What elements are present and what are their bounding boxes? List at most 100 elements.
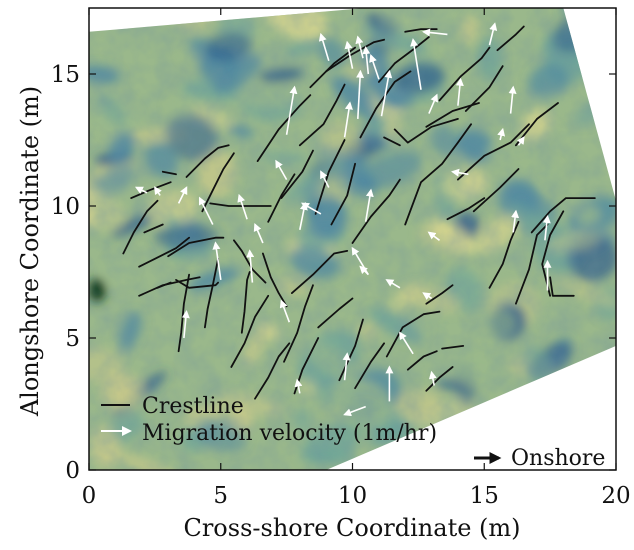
- crestline: [233, 239, 267, 284]
- texture-blob: [476, 414, 499, 443]
- velocity-arrow: [422, 28, 448, 37]
- velocity-arrow: [422, 292, 433, 300]
- crestline: [441, 345, 465, 350]
- onshore-label: Onshore: [511, 446, 605, 471]
- crestline: [354, 342, 385, 390]
- crestline: [446, 197, 486, 221]
- velocity-arrow: [320, 170, 330, 188]
- velocity-arrow: [362, 46, 371, 75]
- crestline: [156, 281, 172, 289]
- x-ticks: 0 5 10 15 20: [82, 8, 631, 509]
- crestline: [143, 223, 164, 234]
- velocity-arrow: [356, 69, 365, 119]
- velocity-arrow: [177, 186, 188, 204]
- texture-blob: [379, 453, 414, 470]
- velocity-arrow: [508, 85, 517, 114]
- legend-arrow-label: Migration velocity (1m/hr): [142, 421, 437, 446]
- x-tick-label: 20: [601, 483, 630, 509]
- crestline: [338, 318, 364, 382]
- x-axis-label: Cross-shore Coordinate (m): [183, 514, 520, 542]
- velocity-arrow: [364, 188, 374, 222]
- velocity-arrow: [410, 38, 422, 90]
- crestline: [317, 297, 354, 329]
- velocity-arrow: [342, 352, 351, 381]
- texture-blob: [588, 396, 616, 415]
- velocity-arrow: [253, 223, 264, 244]
- crestline: [130, 181, 172, 199]
- crestline: [330, 162, 356, 226]
- velocity-arrow: [212, 241, 222, 281]
- y-tick-label: 0: [65, 458, 80, 484]
- onshore-annotation: Onshore: [474, 446, 605, 471]
- crestline: [309, 46, 356, 89]
- y-tick-label: 10: [51, 194, 80, 220]
- crestline: [291, 250, 349, 294]
- crestline: [201, 152, 235, 213]
- velocity-arrow: [318, 32, 330, 62]
- velocity-arrow: [181, 310, 190, 339]
- velocity-arrow: [542, 215, 551, 241]
- velocity-arrow: [275, 159, 288, 180]
- y-ticks: 0 5 10 15: [51, 62, 616, 484]
- velocity-arrow: [351, 246, 369, 276]
- crestline: [298, 83, 346, 147]
- texture-blob: [595, 382, 616, 407]
- crestline: [457, 123, 530, 181]
- velocity-arrow: [285, 85, 298, 135]
- crestline: [404, 28, 438, 33]
- crestline: [425, 284, 454, 305]
- crestline: [385, 310, 441, 358]
- velocity-arrow: [198, 196, 214, 225]
- crestline: [230, 294, 270, 368]
- velocity-arrow: [237, 193, 248, 220]
- velocity-arrow: [399, 331, 414, 355]
- texture-blob: [450, 429, 499, 470]
- velocity-arrow: [497, 127, 506, 141]
- crestline: [515, 223, 549, 305]
- crestline: [267, 173, 296, 223]
- velocity-arrow: [516, 136, 525, 146]
- x-tick-label: 5: [213, 483, 228, 509]
- crestline: [254, 342, 291, 400]
- crestline: [472, 168, 520, 213]
- legend-crestline-label: Crestline: [142, 394, 244, 419]
- crestline: [549, 276, 575, 297]
- velocity-arrow: [344, 40, 354, 69]
- x-tick-label: 15: [470, 483, 499, 509]
- velocity-arrow: [455, 77, 464, 106]
- crestline: [404, 123, 472, 226]
- velocity-arrow: [301, 202, 322, 215]
- crestline: [122, 199, 159, 255]
- texture-blob: [590, 68, 616, 86]
- velocity-arrow: [428, 93, 438, 114]
- crestline: [393, 118, 459, 144]
- velocity-arrow: [134, 186, 148, 194]
- x-tick-label: 0: [82, 483, 97, 509]
- crestline: [204, 257, 219, 329]
- crestline: [496, 25, 525, 52]
- crestline: [351, 178, 401, 244]
- crestline: [240, 271, 251, 334]
- velocity-arrow: [427, 231, 440, 241]
- crestline: [283, 284, 314, 363]
- crestline: [167, 236, 225, 258]
- velocity-arrow: [154, 186, 162, 196]
- y-axis-label: Alongshore Coordinate (m): [16, 86, 44, 417]
- crestline: [464, 65, 504, 112]
- velocity-arrow: [380, 69, 393, 117]
- crestline: [406, 350, 438, 371]
- velocity-arrow: [369, 53, 380, 80]
- crestline: [138, 276, 201, 297]
- crestline: [541, 210, 565, 297]
- crestline: [488, 220, 520, 289]
- crestline: [280, 149, 314, 199]
- crestline: [325, 38, 385, 73]
- texture-blob: [543, 393, 575, 429]
- texture-blob: [561, 8, 616, 20]
- velocity-arrow: [279, 299, 291, 323]
- crestline: [425, 366, 454, 392]
- crestline: [314, 139, 346, 215]
- y-tick-label: 5: [65, 326, 80, 352]
